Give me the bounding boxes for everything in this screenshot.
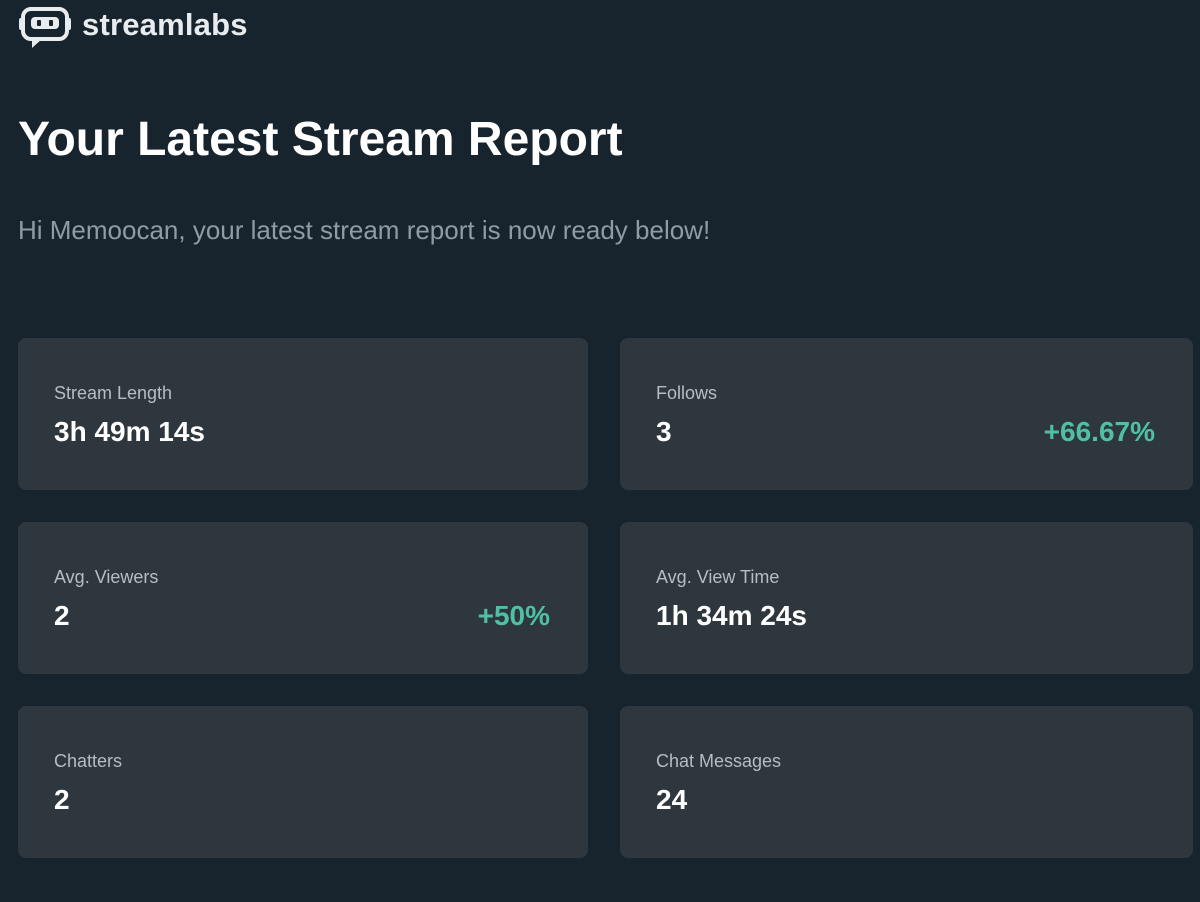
- report-greeting: Hi Memoocan, your latest stream report i…: [18, 215, 711, 245]
- stat-card-stream-length: Stream Length 3h 49m 14s: [18, 338, 588, 490]
- stat-label: Avg. View Time: [656, 567, 780, 587]
- stat-card-avg-viewers: Avg. Viewers 2 +50%: [18, 522, 588, 674]
- stat-label: Chat Messages: [656, 751, 782, 771]
- stat-value: 3: [656, 416, 672, 447]
- stat-card-chatters: Chatters 2: [18, 706, 588, 858]
- stat-value: 2: [54, 600, 70, 631]
- stat-value: 1h 34m 24s: [656, 600, 807, 631]
- page-title: Your Latest Stream Report: [18, 113, 623, 166]
- stat-label: Stream Length: [54, 383, 173, 403]
- stat-card-follows: Follows 3 +66.67%: [620, 338, 1193, 490]
- stat-card-chat-messages: Chat Messages 24: [620, 706, 1193, 858]
- stat-value: 2: [54, 784, 70, 815]
- stat-value: 3h 49m 14s: [54, 416, 205, 447]
- stat-change-badge: +66.67%: [1043, 416, 1155, 447]
- brand-name: streamlabs: [82, 6, 248, 42]
- streamlabs-logo-icon: [19, 7, 71, 48]
- stat-label: Avg. Viewers: [54, 567, 159, 587]
- stat-label: Chatters: [54, 751, 123, 771]
- stat-change-badge: +50%: [477, 600, 550, 631]
- stat-card-avg-view-time: Avg. View Time 1h 34m 24s: [620, 522, 1193, 674]
- stat-value: 24: [656, 784, 688, 815]
- stat-label: Follows: [656, 383, 718, 403]
- brand-header: streamlabs: [18, 4, 248, 50]
